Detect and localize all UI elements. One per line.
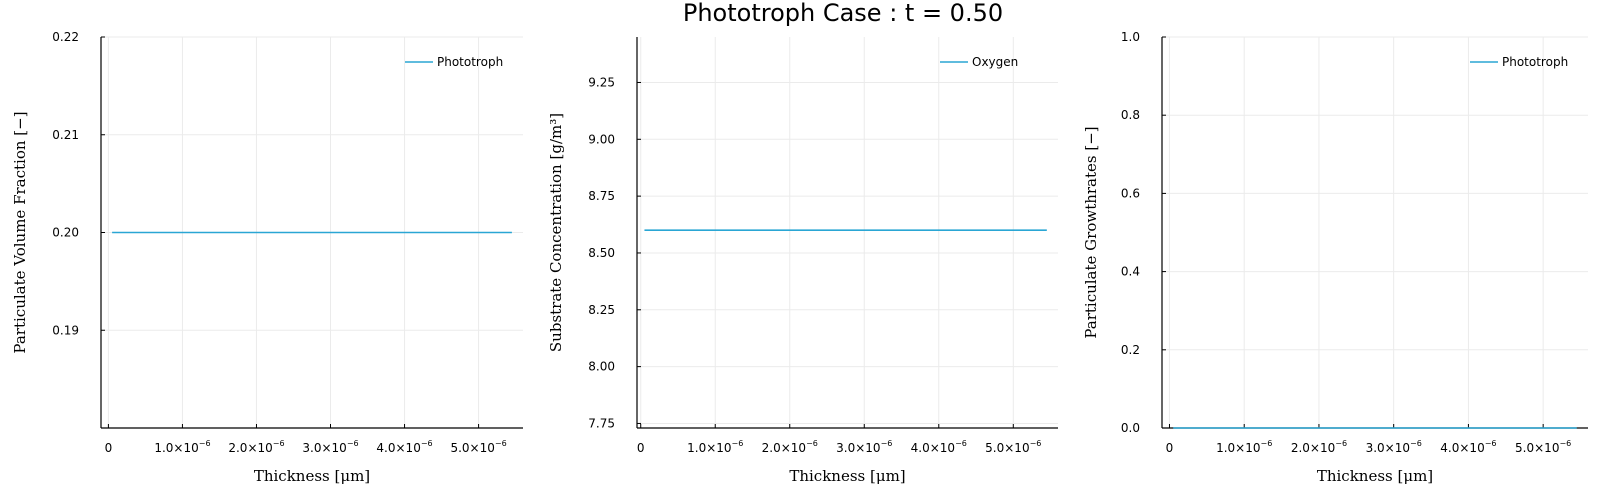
- x-tick-label-exponent: −6: [1335, 439, 1347, 448]
- x-tick-label-exponent: −6: [806, 439, 818, 448]
- x-tick-label-exponent: −6: [421, 439, 433, 448]
- x-axis-label: Thickness [μm]: [789, 467, 905, 485]
- x-tick-label: 0: [637, 441, 645, 455]
- y-tick-label: 8.75: [588, 189, 615, 203]
- x-tick-label-exponent: −6: [732, 439, 744, 448]
- x-tick-label: 5.0×10−6: [1515, 439, 1571, 455]
- x-tick-label: 1.0×10−6: [1216, 439, 1272, 455]
- x-tick-label-exponent: −6: [199, 439, 211, 448]
- y-axis-label: Particulate Volume Fraction [−]: [11, 111, 29, 353]
- figure-title: Phototroph Case : t = 0.50: [683, 0, 1003, 27]
- x-tick-label: 0: [105, 441, 113, 455]
- y-tick-label: 7.75: [588, 416, 615, 430]
- x-tick-label: 1.0×10−6: [687, 439, 743, 455]
- x-tick-label-exponent: −6: [1030, 439, 1042, 448]
- y-axis-label: Substrate Concentration [g/m³]: [547, 113, 565, 352]
- y-tick-label: 9.25: [588, 75, 615, 89]
- x-tick-label-exponent: −6: [1485, 439, 1497, 448]
- x-tick-label-exponent: −6: [273, 439, 285, 448]
- y-tick-label: 0.4: [1121, 265, 1140, 279]
- x-tick-label: 5.0×10−6: [985, 439, 1041, 455]
- y-tick-label: 8.25: [588, 303, 615, 317]
- x-tick-label-exponent: −6: [1261, 439, 1273, 448]
- y-tick-label: 9.00: [588, 132, 615, 146]
- y-tick-label: 0.6: [1121, 186, 1140, 200]
- x-tick-label-exponent: −6: [955, 439, 967, 448]
- x-tick-label-exponent: −6: [347, 439, 359, 448]
- x-tick-label-exponent: −6: [1410, 439, 1422, 448]
- y-axis-label: Particulate Growthrates [−]: [1082, 126, 1100, 338]
- x-axis-label: Thickness [μm]: [1317, 467, 1433, 485]
- y-tick-label: 0.19: [52, 323, 79, 337]
- y-tick-label: 0.22: [52, 30, 79, 44]
- x-tick-label-exponent: −6: [1559, 439, 1571, 448]
- x-tick-label: 3.0×10−6: [836, 439, 892, 455]
- y-tick-label: 0.8: [1121, 108, 1140, 122]
- y-tick-label: 0.21: [52, 128, 79, 142]
- x-tick-label: 4.0×10−6: [1440, 439, 1496, 455]
- x-tick-label: 2.0×10−6: [228, 439, 284, 455]
- x-axis-label: Thickness [μm]: [254, 467, 370, 485]
- x-tick-label: 4.0×10−6: [376, 439, 432, 455]
- x-tick-label: 5.0×10−6: [450, 439, 506, 455]
- x-tick-label: 1.0×10−6: [154, 439, 210, 455]
- y-tick-label: 0.0: [1121, 421, 1140, 435]
- x-tick-label-exponent: −6: [881, 439, 893, 448]
- x-tick-label: 3.0×10−6: [1366, 439, 1422, 455]
- legend-label: Phototroph: [437, 55, 503, 69]
- x-tick-label: 0: [1166, 441, 1174, 455]
- legend-label: Phototroph: [1502, 55, 1568, 69]
- x-tick-label: 4.0×10−6: [911, 439, 967, 455]
- y-tick-label: 0.2: [1121, 343, 1140, 357]
- x-tick-label: 2.0×10−6: [762, 439, 818, 455]
- y-tick-label: 1.0: [1121, 30, 1140, 44]
- y-tick-label: 8.00: [588, 360, 615, 374]
- y-tick-label: 8.50: [588, 246, 615, 260]
- x-tick-label: 2.0×10−6: [1291, 439, 1347, 455]
- y-tick-label: 0.20: [52, 226, 79, 240]
- x-tick-label: 3.0×10−6: [302, 439, 358, 455]
- legend-label: Oxygen: [972, 55, 1018, 69]
- x-tick-label-exponent: −6: [495, 439, 507, 448]
